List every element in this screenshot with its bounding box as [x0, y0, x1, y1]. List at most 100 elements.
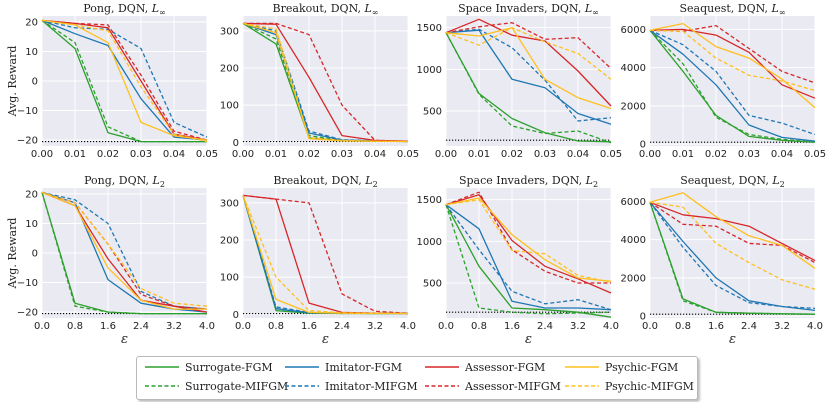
series-line-surrogate-mifgm: [445, 32, 612, 144]
chart-title: Breakout, DQN, L∞: [273, 2, 379, 17]
legend-line-icon: [145, 385, 179, 387]
series-line-assessor-mifgm: [243, 22, 409, 142]
x-tick-label: 1.6: [708, 321, 724, 332]
series-line-imitator-fgm: [41, 19, 208, 141]
series-line-psychic-mifgm: [242, 195, 409, 315]
x-tick-label: 0.03: [130, 149, 152, 160]
chart-title-subscript: 2: [780, 180, 785, 189]
chart-title-main: Seaquest, DQN,: [679, 2, 771, 15]
legend-label: Surrogate-FGM: [185, 361, 273, 374]
series-line-assessor-fgm: [242, 22, 409, 142]
chart-title-norm: L: [771, 2, 779, 15]
x-tick-label: 3.2: [570, 321, 586, 332]
y-tick-label: 500: [423, 107, 442, 118]
series-line-psychic-fgm: [649, 22, 816, 109]
series-line-psychic-mifgm: [649, 29, 816, 92]
chart-title: Breakout, DQN, L2: [273, 174, 377, 189]
x-tick-label: 0.05: [600, 149, 622, 160]
series-line-psychic-mifgm: [445, 27, 612, 80]
y-tick-label: 4000: [621, 235, 646, 246]
legend-line-icon: [425, 366, 459, 368]
series-line-psychic-mifgm: [41, 19, 208, 143]
series-line-surrogate-mifgm: [649, 202, 816, 315]
series-line-imitator-mifgm: [445, 204, 612, 311]
x-tick-label: 0.02: [501, 149, 523, 160]
x-tick-label: 0.01: [468, 149, 490, 160]
series-line-imitator-fgm: [445, 204, 612, 311]
x-tick-label: 2.4: [537, 321, 553, 332]
y-tick-label: 0: [233, 310, 239, 321]
x-tick-label: 4.0: [400, 321, 416, 332]
series-line-psychic-mifgm: [649, 201, 816, 290]
x-tick-label: 0.8: [67, 321, 83, 332]
chart-panel-space-invaders-dqn-l-: 0.00 0.01 0.02 0.03 0.04 0.05 1500 1000 500 Space…: [417, 2, 623, 160]
y-tick-label: 6000: [621, 197, 646, 208]
y-tick-label: 20: [25, 17, 38, 28]
x-tick-label: 0.0: [642, 321, 658, 332]
legend-line-icon: [285, 385, 319, 387]
x-tick-label: 0.0: [34, 321, 50, 332]
series-line-assessor-fgm: [649, 28, 816, 99]
legend-line-icon: [425, 385, 459, 387]
y-tick-label: 100: [220, 273, 239, 284]
series-line-imitator-mifgm: [649, 29, 816, 136]
series-line-surrogate-mifgm: [445, 204, 612, 315]
legend-label: Surrogate-MIFGM: [185, 380, 289, 393]
y-tick-label: 2000: [621, 101, 646, 112]
series-line-psychic-fgm: [649, 192, 816, 269]
x-tick-label: 0.05: [196, 149, 218, 160]
series-line-surrogate-mifgm: [41, 19, 207, 143]
legend-label: Imitator-FGM: [325, 361, 402, 374]
series-line-imitator-mifgm: [41, 19, 208, 138]
chart-panel-seaquest-dqn-l2: 0.0 0.8 1.6 2.4 3.2 4.0 6000 4000 2000 0 Seaquest,…: [621, 174, 823, 347]
x-tick-label: 1.6: [100, 321, 116, 332]
chart-title-norm: L: [363, 2, 371, 15]
chart-title-main: Breakout, DQN,: [273, 2, 365, 15]
x-tick-label: 0.01: [265, 149, 287, 160]
legend-line-icon: [145, 366, 179, 368]
x-tick-label: 0.05: [804, 149, 826, 160]
chart-title: Pong, DQN, L∞: [83, 2, 165, 17]
x-tick-label: 0.0: [235, 321, 251, 332]
x-tick-label: 0.00: [435, 149, 457, 160]
chart-panel-seaquest-dqn-l-: 0.00 0.01 0.02 0.03 0.04 0.05 6000 4000 2000 0 Sea…: [621, 2, 827, 160]
y-tick-label: 200: [220, 64, 239, 75]
chart-panel-space-invaders-dqn-l2: 0.0 0.8 1.6 2.4 3.2 4.0 1500 1000 500 Space Invad…: [417, 174, 619, 347]
y-tick-label: 2000: [621, 273, 646, 284]
x-tick-label: 0.00: [639, 149, 661, 160]
y-tick-label: 100: [220, 101, 239, 112]
series-line-psychic-fgm: [242, 195, 408, 315]
chart-title-subscript: ∞: [592, 8, 599, 17]
x-tick-label: 0.01: [672, 149, 694, 160]
x-tick-label: 0.04: [771, 149, 793, 160]
y-tick-label: 10: [25, 47, 38, 58]
x-tick-label: 0.8: [471, 321, 487, 332]
chart-title-main: Seaquest, DQN,: [680, 174, 772, 187]
y-tick-label: 1000: [417, 65, 442, 76]
series-line-assessor-fgm: [649, 201, 816, 262]
chart-title-subscript: ∞: [159, 8, 166, 17]
series-line-psychic-fgm: [41, 191, 207, 310]
y-tick-label: 10: [25, 219, 38, 230]
y-tick-label: 300: [220, 198, 239, 209]
x-tick-label: 2.4: [741, 321, 757, 332]
x-axis-label: ε: [525, 332, 532, 347]
series-line-imitator-fgm: [649, 29, 816, 142]
series-line-psychic-fgm: [445, 197, 612, 282]
x-tick-label: 0.03: [534, 149, 556, 160]
x-tick-label: 3.2: [367, 321, 383, 332]
chart-title: Space Invaders, DQN, L∞: [458, 2, 599, 17]
legend: Surrogate-FGM Imitator-FGM Assessor-FGM …: [136, 356, 698, 400]
chart-panel-breakout-dqn-l-: 0.00 0.01 0.02 0.03 0.04 0.05 300 200 100 0 Breako…: [220, 2, 419, 160]
series-line-assessor-fgm: [445, 18, 612, 107]
y-tick-label: 500: [423, 279, 442, 290]
y-tick-label: 1500: [417, 23, 442, 34]
x-tick-label: 0.03: [738, 149, 760, 160]
chart-title-main: Pong, DQN,: [84, 174, 152, 187]
x-tick-label: 0.03: [331, 149, 353, 160]
chart-title-norm: L: [152, 174, 160, 187]
y-tick-label: −20: [17, 136, 38, 147]
y-tick-label: 1000: [417, 237, 442, 248]
x-tick-label: 3.2: [166, 321, 182, 332]
y-tick-label: 0: [640, 312, 646, 323]
